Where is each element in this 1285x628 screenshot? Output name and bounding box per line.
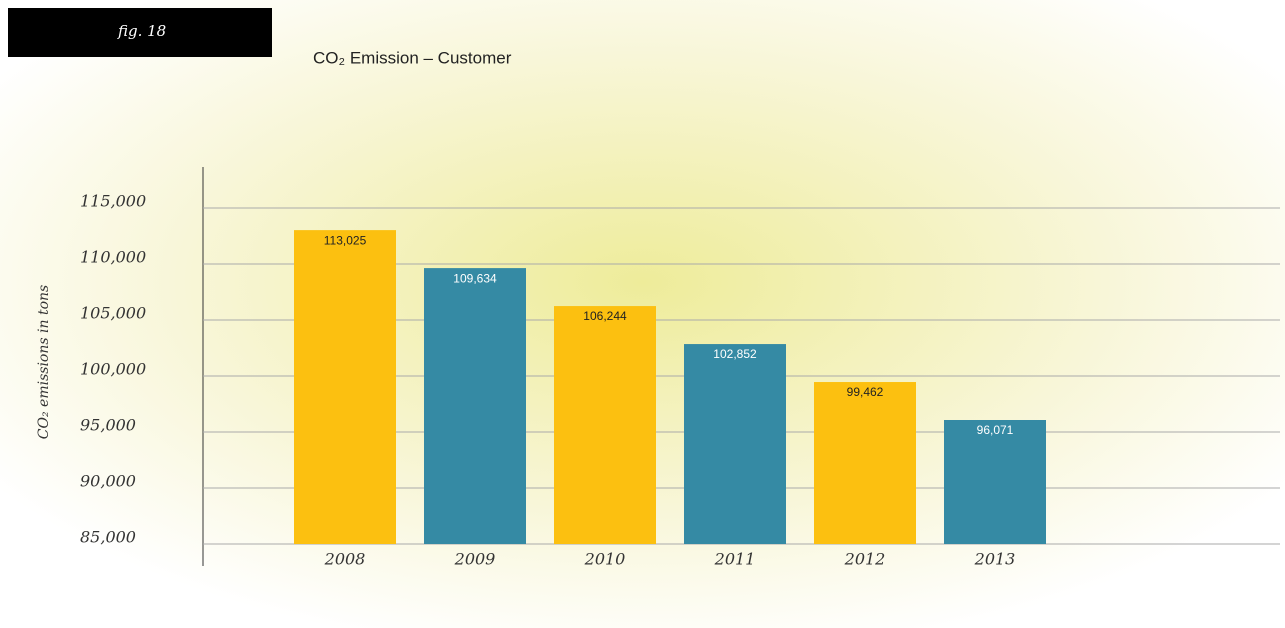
y-tick-label: 110,000 <box>80 248 146 267</box>
y-tick-label: 90,000 <box>80 472 136 491</box>
x-tick-label: 2008 <box>324 550 366 569</box>
y-tick-label: 85,000 <box>80 528 136 547</box>
y-tick-label: 95,000 <box>80 416 136 435</box>
x-tick-label: 2013 <box>974 550 1016 569</box>
x-tick-label: 2011 <box>714 550 756 569</box>
bar <box>814 382 916 544</box>
y-tick-label: 100,000 <box>80 360 146 379</box>
y-axis-label: CO₂ emissions in tons <box>36 285 52 439</box>
bar <box>554 306 656 544</box>
bar <box>424 268 526 544</box>
value-label: 113,025 <box>324 233 367 247</box>
chart-title: CO₂ Emission – Customer <box>313 48 512 67</box>
value-label: 99,462 <box>847 385 884 399</box>
y-tick-label: 115,000 <box>80 192 146 211</box>
value-label: 102,852 <box>713 347 757 361</box>
figure-box <box>8 8 272 57</box>
bar <box>294 230 396 544</box>
x-tick-label: 2010 <box>584 550 626 569</box>
x-tick-label: 2009 <box>454 550 496 569</box>
value-label: 96,071 <box>977 423 1014 437</box>
x-tick-label: 2012 <box>844 550 886 569</box>
value-label: 106,244 <box>583 309 627 323</box>
bar <box>944 420 1046 544</box>
figure-label: fig. 18 <box>117 22 166 40</box>
bar <box>684 344 786 544</box>
value-label: 109,634 <box>453 271 497 285</box>
y-tick-label: 105,000 <box>80 304 146 323</box>
